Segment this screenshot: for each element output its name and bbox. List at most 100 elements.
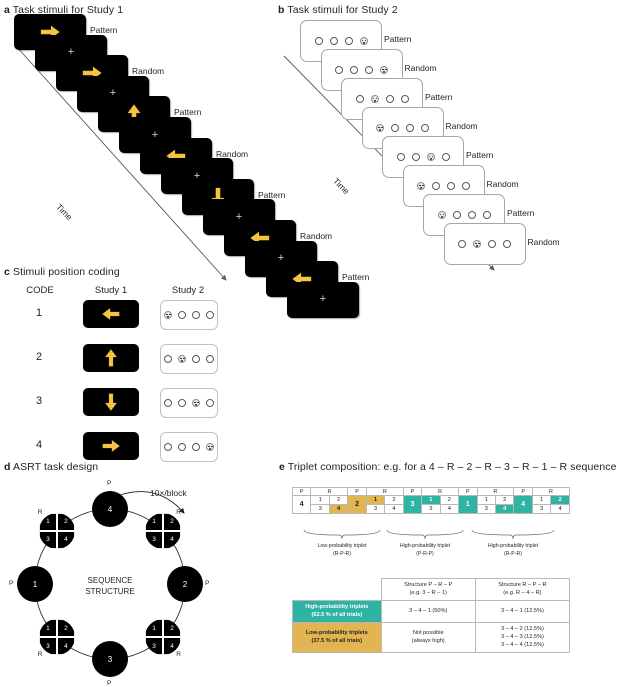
study1-trial-label: Random xyxy=(300,231,333,241)
panel-b-title-text: Task stimuli for Study 2 xyxy=(287,4,398,16)
circle-placeholder-2 xyxy=(178,311,186,319)
triplet-header-cell: P xyxy=(347,487,367,496)
target-dog-icon xyxy=(178,355,186,363)
circle-placeholder-3 xyxy=(344,37,353,45)
prob-row-label-line2: (62.5 % of all trials) xyxy=(311,612,363,619)
coding-study2-card xyxy=(160,432,218,462)
prob-corner-cell xyxy=(293,579,382,601)
circle-placeholder-1 xyxy=(458,240,466,248)
target-dog-icon xyxy=(206,443,214,451)
target-dog-icon xyxy=(164,311,172,319)
node-type-tag: R xyxy=(37,650,43,658)
prob-row-label-line1: Low-probability triplets xyxy=(305,629,368,636)
triplet-pattern-cell: 4 xyxy=(513,495,533,514)
study2-trial-label: Pattern xyxy=(507,208,535,218)
study2-trial-label: Pattern xyxy=(384,34,412,44)
pattern-node: 4 xyxy=(92,491,128,527)
coding-study1-card xyxy=(83,432,139,460)
prob-table-row: High-probability triplets (62.5 % of all … xyxy=(292,599,571,623)
probability-summary-table: Structure P – R – P (e.g. 3 – R – 1) Struc… xyxy=(292,578,571,653)
circle-placeholder-4 xyxy=(503,240,511,248)
study1-fixation-card xyxy=(287,281,359,318)
target-dog-icon xyxy=(437,211,446,219)
circle-placeholder-3 xyxy=(488,240,496,248)
arrow-left-icon xyxy=(102,308,120,320)
prob-cell-col2: 3 – 4 – 2 (12.5%) 3 – 4 – 3 (12.5%) 3 – 4 … xyxy=(474,621,571,653)
target-dog-icon xyxy=(359,37,368,45)
triplet-brace-icon xyxy=(386,529,464,540)
node-type-tag: P xyxy=(9,580,14,587)
circle-placeholder-2 xyxy=(178,443,186,451)
coding-study2-card xyxy=(160,300,218,330)
prob-col1-header: Structure P – R – P (e.g. 3 – R – 1) xyxy=(380,578,476,601)
pattern-node: 1 xyxy=(17,566,53,602)
study2-trial-label: Pattern xyxy=(425,92,453,102)
circle-placeholder-2 xyxy=(391,124,399,132)
triplet-pattern-cell: 3 xyxy=(402,495,423,514)
triplet-random-cell: 2 xyxy=(439,495,460,505)
triplet-brace-icon xyxy=(303,529,381,540)
block-repeat-label: 10×/block xyxy=(150,488,187,498)
triplet-brace-label: Low-probability triplet (R-P-R) xyxy=(302,543,382,559)
circle-placeholder-1 xyxy=(164,355,172,363)
circle-placeholder-4 xyxy=(462,182,470,190)
study1-trial-label: Pattern xyxy=(258,189,286,200)
prob-row-label: Low-probability triplets (37.5 % of all t… xyxy=(292,621,382,653)
triplet-brace-label: High-probability triplet (R-P-R) xyxy=(470,543,556,559)
coding-row-code: 2 xyxy=(36,351,43,363)
circle-placeholder-3 xyxy=(467,211,476,219)
triplet-random-cell: 1 xyxy=(310,495,330,505)
circle-placeholder-4 xyxy=(421,124,429,132)
triplet-random-cell: 4 xyxy=(384,504,404,514)
block-repeat-arrow xyxy=(119,491,185,514)
panel-a: a Task stimuli for Study 1 xyxy=(4,4,123,16)
triplet-brace-icon xyxy=(471,529,555,540)
study1-column-header: Study 1 xyxy=(94,285,128,296)
panel-a-letter: a xyxy=(4,4,10,16)
triplet-random-cell: 1 xyxy=(421,495,441,505)
sequence-structure-line2: STRUCTURE xyxy=(85,586,135,596)
pattern-node-value: 4 xyxy=(107,504,113,514)
circle-placeholder-1 xyxy=(355,95,364,103)
study2-trial-label: Random xyxy=(486,179,519,189)
circle-placeholder-4 xyxy=(400,95,409,103)
circle-placeholder-3 xyxy=(192,443,200,451)
circle-placeholder-1 xyxy=(164,443,172,451)
prob-col2-header-line2: (e.g. R – 4 – R) xyxy=(503,590,542,597)
panel-c-title-text: Stimuli position coding xyxy=(12,266,120,278)
triplet-random-cell: 2 xyxy=(328,495,349,505)
triplet-header-cell: R xyxy=(365,487,404,496)
panel-b: b Task stimuli for Study 2 xyxy=(278,4,398,16)
circle-placeholder-4 xyxy=(206,399,214,407)
arrow-up-icon xyxy=(105,349,117,367)
arrow-down-icon xyxy=(105,393,117,411)
study2-trial-label: Random xyxy=(404,63,437,73)
circle-placeholder-3 xyxy=(192,355,200,363)
sequence-structure-line1: SEQUENCE xyxy=(87,576,133,585)
node-type-tag: P xyxy=(107,480,112,487)
circle-placeholder-2 xyxy=(178,399,186,407)
study2-trial-label: Pattern xyxy=(466,150,494,160)
panel-d: d ASRT task design xyxy=(4,461,98,473)
panel-c: c Stimuli position coding xyxy=(4,266,120,278)
triplet-header-cell: R xyxy=(310,487,349,496)
target-dog-icon xyxy=(426,153,435,161)
triplet-random-cell: 3 xyxy=(476,504,496,514)
target-dog-icon xyxy=(380,66,388,74)
panel-c-letter: c xyxy=(4,266,10,278)
node-type-tag: R xyxy=(176,509,181,517)
panel-e-letter: e xyxy=(279,461,285,473)
study1-trial-label: Pattern xyxy=(174,107,202,118)
target-dog-icon xyxy=(370,95,379,103)
triplet-random-cell: 4 xyxy=(328,504,349,514)
node-type-tag: P xyxy=(107,680,112,687)
